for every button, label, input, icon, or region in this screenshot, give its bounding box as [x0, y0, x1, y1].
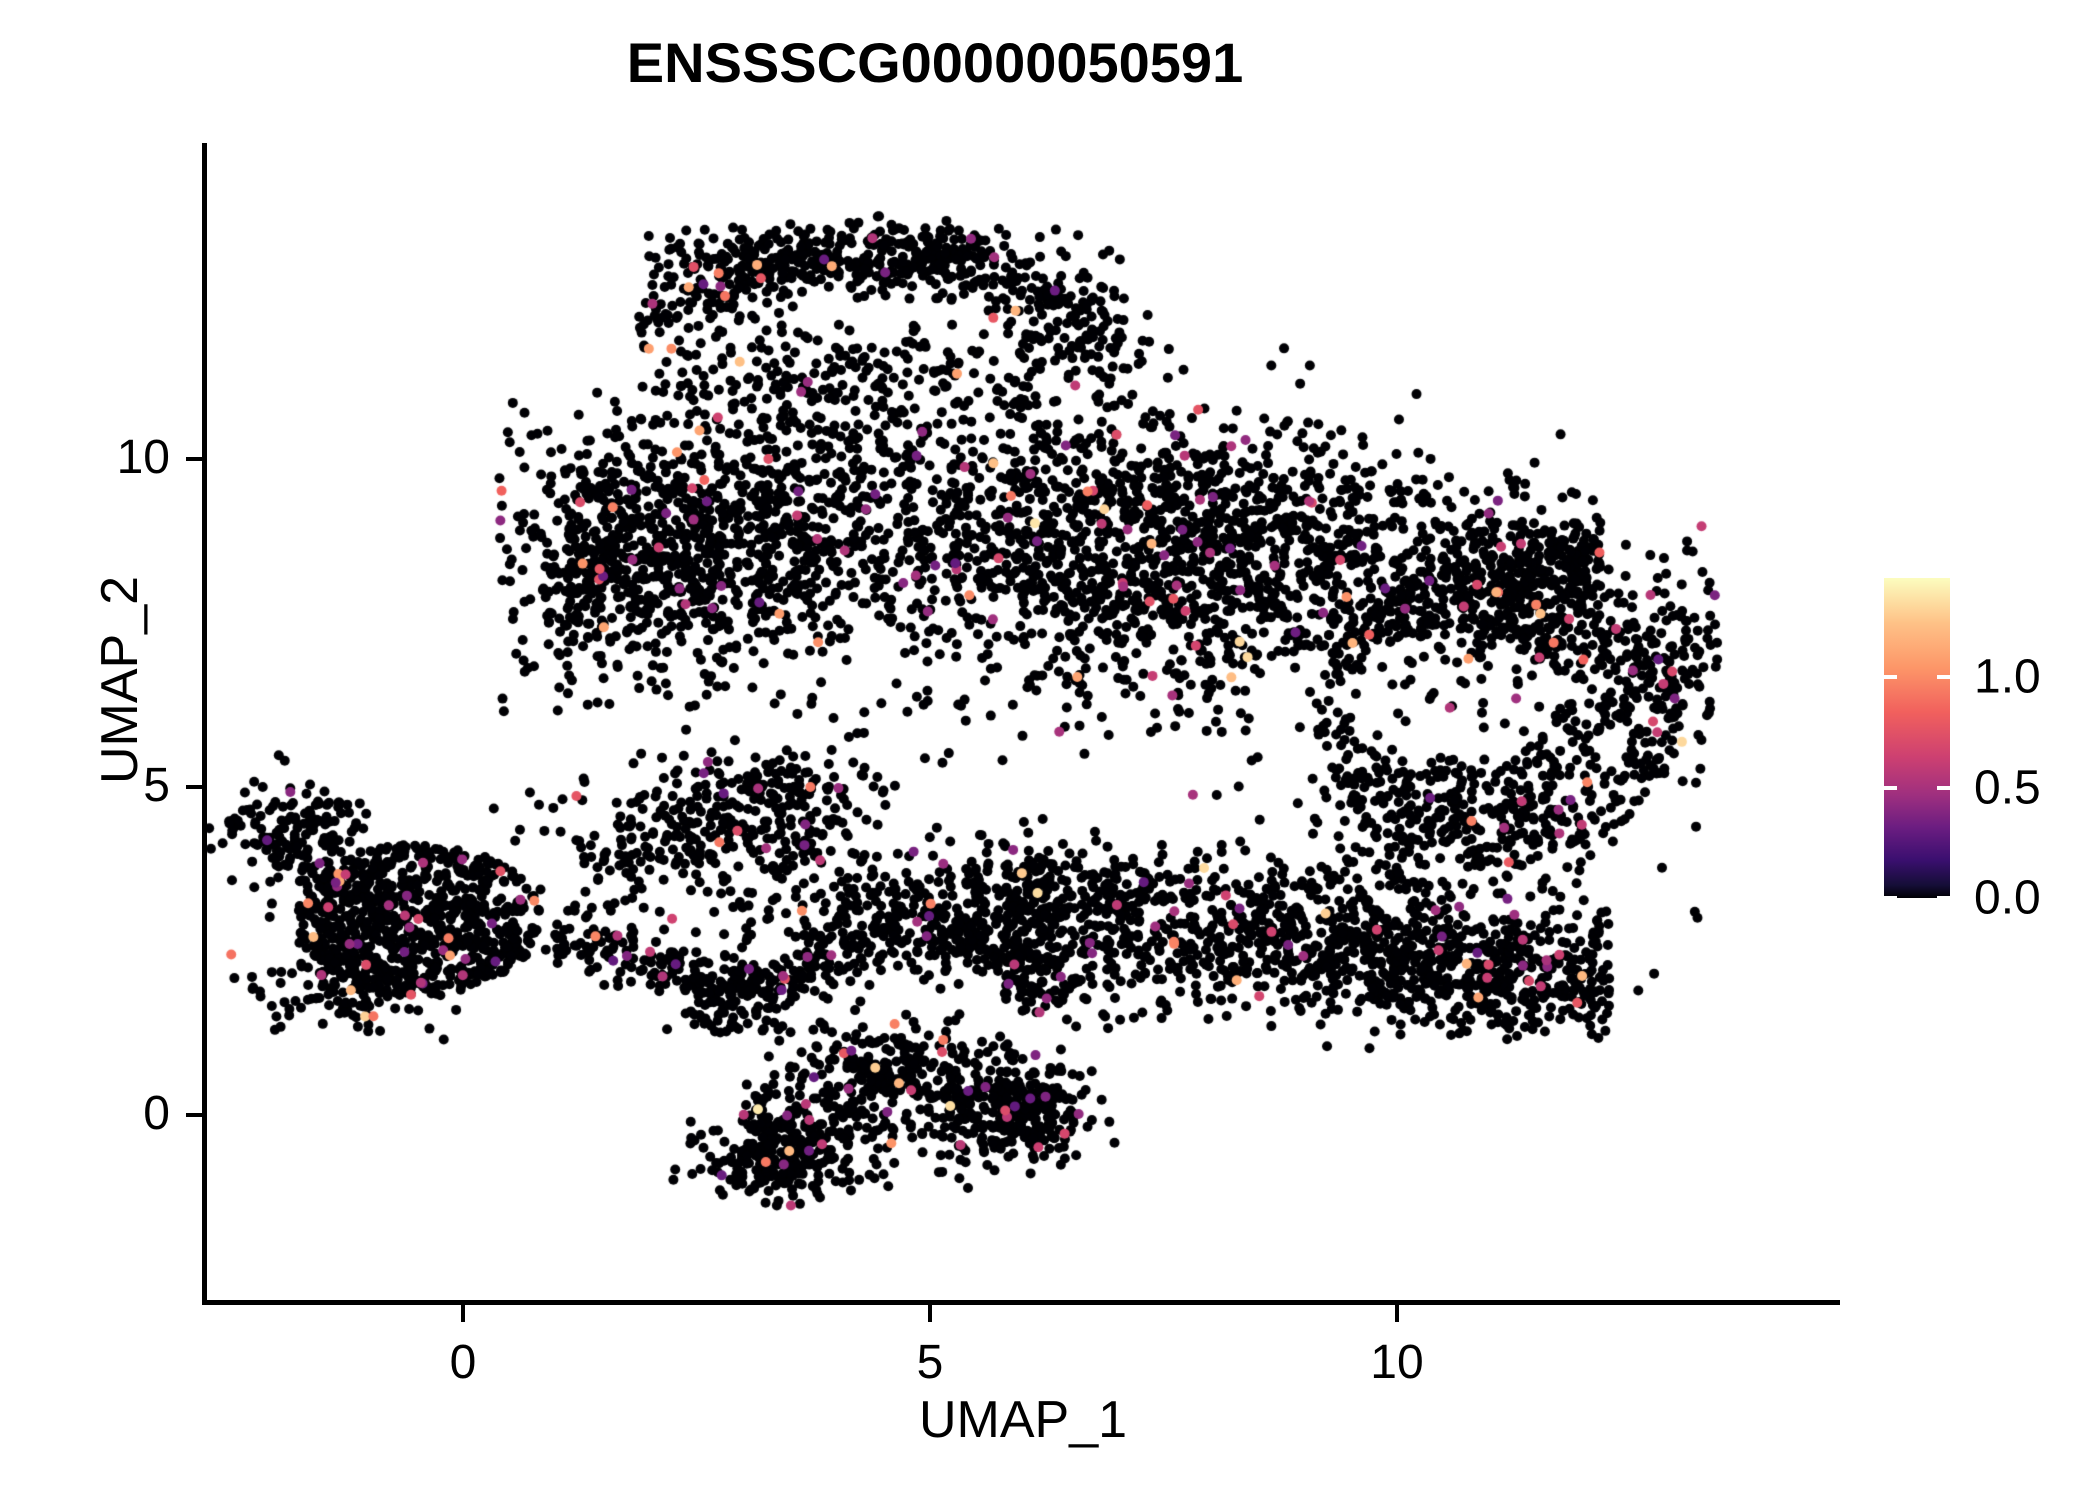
colorbar-tick-0.0-right — [1937, 896, 1950, 900]
x-tick-10 — [1395, 1305, 1399, 1322]
x-ticklabel-5: 5 — [916, 1336, 944, 1389]
colorbar-tick-0.5-right — [1937, 785, 1950, 790]
x-axis-label: UMAP_1 — [918, 1391, 1128, 1449]
colorbar-tick-1.0-left — [1884, 675, 1897, 680]
page-title: ENSSSCG00000050591 — [626, 31, 1244, 94]
colorbar-tick-0.5-left — [1884, 785, 1897, 790]
colorbar-gradient — [1884, 578, 1950, 898]
x-ticklabel-10: 10 — [1370, 1336, 1424, 1389]
plot-panel — [206, 143, 1840, 1303]
x-tick-0 — [461, 1305, 465, 1322]
colorbar-label-1.0: 1.0 — [1974, 650, 2041, 704]
y-axis-line — [202, 143, 207, 1305]
colorbar-label-0.0: 0.0 — [1974, 871, 2041, 925]
y-ticklabel-5: 5 — [143, 759, 170, 812]
y-tick-5 — [186, 785, 203, 789]
scatter-points-layer — [206, 143, 1840, 1303]
colorbar-legend: 1.0 0.5 0.0 — [1884, 578, 2041, 925]
y-tick-10 — [186, 457, 203, 461]
colorbar-tick-1.0-right — [1937, 675, 1950, 680]
y-ticklabel-10: 10 — [116, 431, 170, 484]
x-axis-line — [202, 1300, 1840, 1305]
x-tick-5 — [928, 1305, 932, 1322]
colorbar-label-0.5: 0.5 — [1974, 761, 2041, 815]
y-axis-label: UMAP_2 — [91, 575, 149, 785]
x-ticklabel-0: 0 — [449, 1336, 477, 1389]
colorbar-tick-0.0-left — [1884, 896, 1897, 900]
y-ticklabel-0: 0 — [143, 1087, 170, 1140]
y-tick-0 — [186, 1113, 203, 1117]
